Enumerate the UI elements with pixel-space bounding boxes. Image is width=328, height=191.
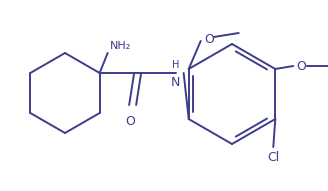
Text: Cl: Cl bbox=[267, 151, 279, 164]
Text: O: O bbox=[126, 115, 135, 128]
Text: H: H bbox=[172, 60, 179, 70]
Text: O: O bbox=[205, 32, 215, 45]
Text: O: O bbox=[296, 60, 306, 73]
Text: N: N bbox=[171, 76, 180, 89]
Text: NH₂: NH₂ bbox=[110, 41, 131, 51]
